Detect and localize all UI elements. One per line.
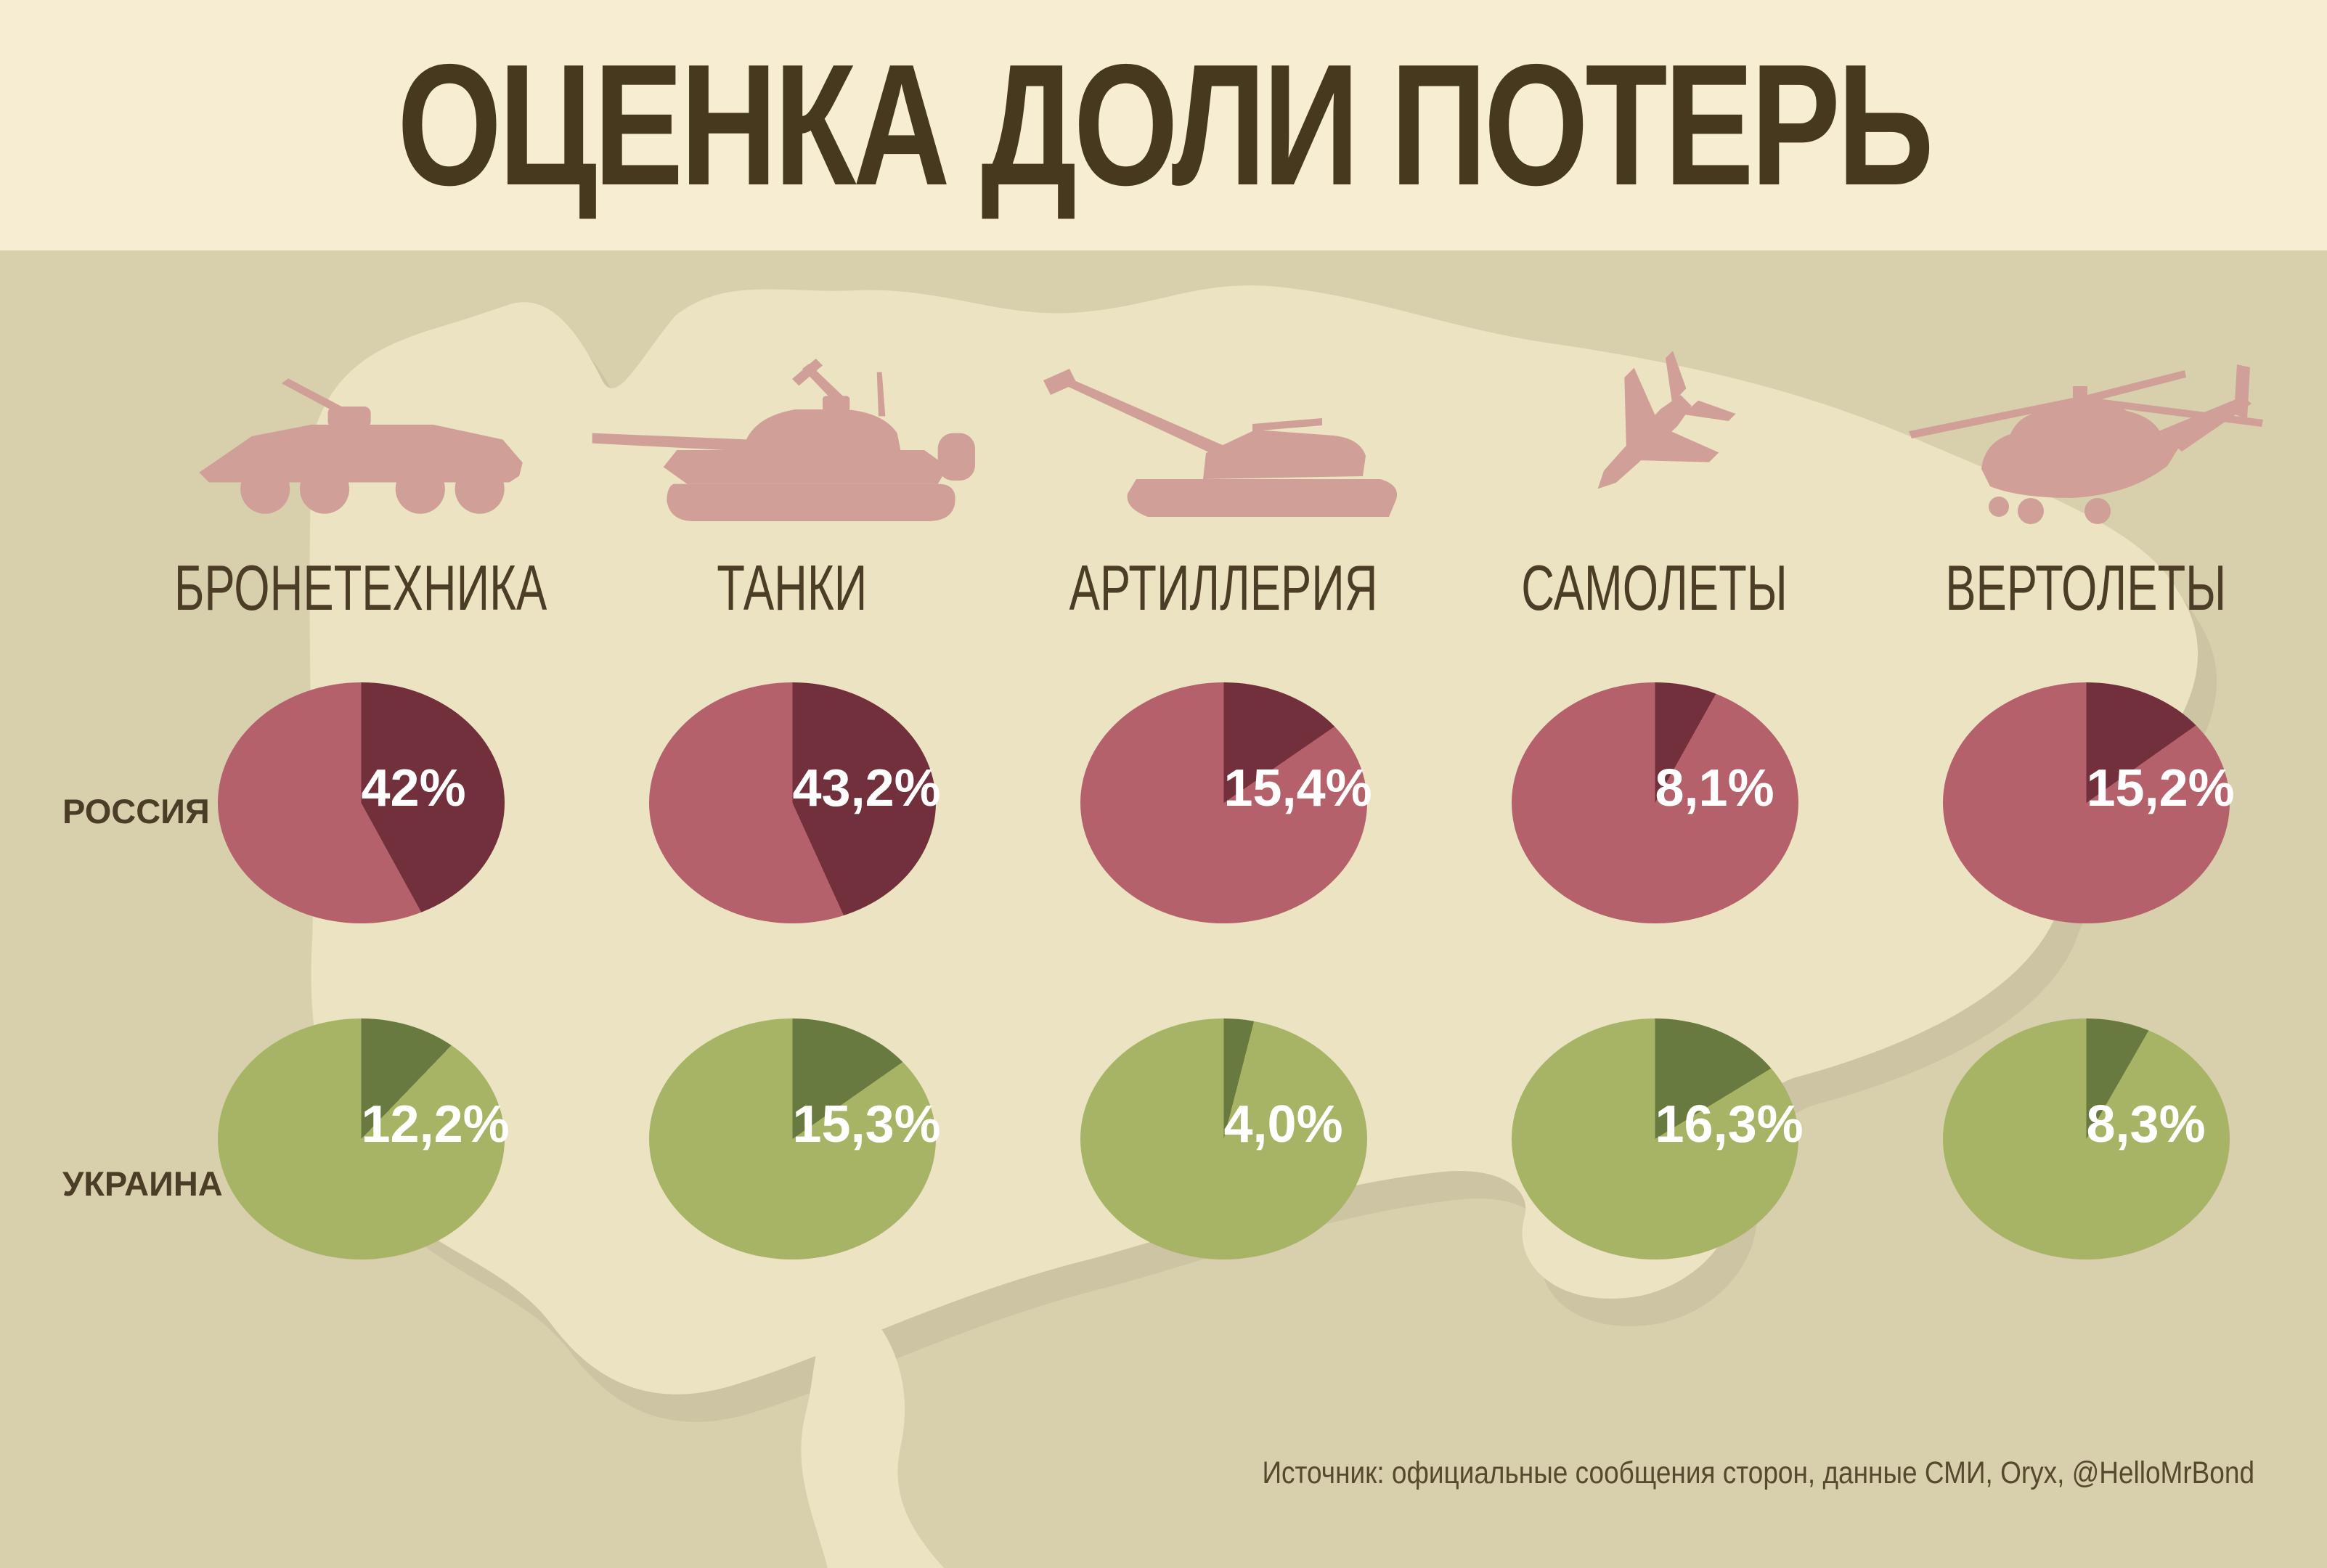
helicopter-icon	[1870, 309, 2302, 552]
apc-icon	[145, 309, 576, 552]
series-label-ukraine: УКРАИНА	[62, 1164, 223, 1203]
pie-value-label: 4,0%	[1223, 1095, 1343, 1154]
pie-value-label: 8,3%	[2086, 1095, 2206, 1154]
pie-russia-tanks: 43,2%	[649, 682, 941, 923]
tank-icon	[576, 309, 1008, 552]
page-title: ОЦЕНКА ДОЛИ ПОТЕРЬ	[396, 29, 1933, 221]
pie-ukraine-artillery: 4,0%	[1080, 1018, 1367, 1259]
category-label: ВЕРТОЛЕТЫ	[1945, 552, 2227, 624]
pie-russia-armor: 42%	[218, 682, 505, 923]
source-attribution: Источник: официальные сообщения сторон, …	[1262, 1455, 2254, 1490]
category-column-helicopters: ВЕРТОЛЕТЫ	[1870, 309, 2302, 624]
category-label: БРОНЕТЕХНИКА	[174, 552, 547, 624]
pie-value-label: 12,2%	[361, 1095, 510, 1154]
header: ОЦЕНКА ДОЛИ ПОТЕРЬ	[0, 0, 2327, 250]
pie-value-label: 42%	[361, 759, 466, 818]
pie-ukraine-aircraft: 16,3%	[1512, 1018, 1804, 1259]
pie-russia-aircraft: 8,1%	[1512, 682, 1798, 923]
pie-russia-helicopters: 15,2%	[1943, 682, 2235, 923]
content: БРОНЕТЕХНИКА	[0, 250, 2327, 1568]
pie-value-label: 15,3%	[792, 1095, 941, 1154]
pie-value-label: 16,3%	[1655, 1095, 1804, 1154]
series-label-russia: РОССИЯ	[62, 792, 210, 830]
pie-ukraine-tanks: 15,3%	[649, 1018, 941, 1259]
artillery-icon	[1008, 309, 1439, 552]
pie-russia-artillery: 15,4%	[1080, 682, 1372, 923]
category-label: САМОЛЕТЫ	[1521, 552, 1788, 624]
category-column-tanks: ТАНКИ	[576, 309, 1008, 624]
category-column-artillery: АРТИЛЛЕРИЯ	[1008, 309, 1439, 624]
category-column-aircraft: САМОЛЕТЫ	[1439, 309, 1870, 624]
category-column-armor: БРОНЕТЕХНИКА	[145, 309, 576, 624]
pie-value-label: 15,2%	[2086, 759, 2235, 818]
pie-value-label: 15,4%	[1223, 759, 1372, 818]
pie-ukraine-armor: 12,2%	[218, 1018, 510, 1259]
pie-value-label: 8,1%	[1655, 759, 1774, 818]
pie-value-label: 43,2%	[792, 759, 941, 818]
pie-ukraine-helicopters: 8,3%	[1943, 1018, 2230, 1259]
category-label: АРТИЛЛЕРИЯ	[1069, 552, 1378, 624]
category-label: ТАНКИ	[717, 552, 868, 624]
jet-icon	[1439, 309, 1870, 552]
